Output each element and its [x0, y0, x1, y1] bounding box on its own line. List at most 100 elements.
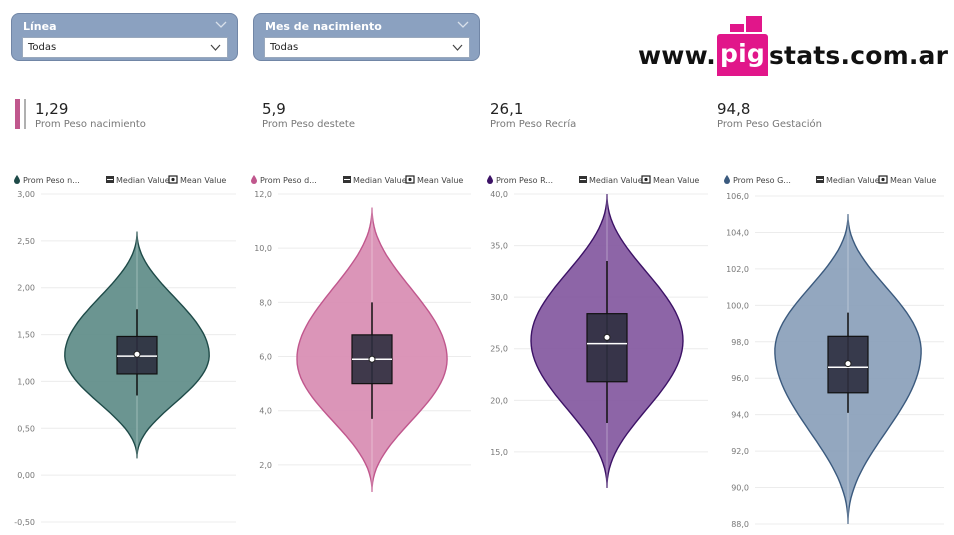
- chevron-down-icon[interactable]: [457, 20, 469, 30]
- legend-drop-icon: [724, 175, 730, 184]
- y-tick-label: 104,0: [726, 228, 749, 237]
- chevron-down-icon[interactable]: [452, 43, 463, 52]
- logo-prefix: www.: [638, 41, 716, 70]
- chart-legend: Prom Peso n... Median Value Mean Value: [14, 175, 226, 185]
- kpi-label: Prom Peso Gestación: [717, 119, 823, 130]
- mean-marker: [844, 360, 852, 368]
- chevron-down-icon[interactable]: [210, 43, 221, 52]
- legend-drop-icon: [487, 175, 493, 184]
- y-tick-label: 94,0: [731, 411, 749, 420]
- y-tick-label: 1,50: [17, 331, 35, 340]
- kpi-card-nacimiento: 1,29 Prom Peso nacimiento: [35, 100, 146, 130]
- chart-legend: Prom Peso d... Median Value Mean Value: [251, 175, 463, 185]
- y-tick-label: 98,0: [731, 338, 749, 347]
- legend-mean-icon-dot: [408, 177, 412, 182]
- panel-title-destete: Peso Destete: [313, 150, 410, 165]
- kpi-value: 5,9: [262, 100, 286, 118]
- y-tick-label: 4,0: [259, 407, 272, 416]
- slicer-title: Línea: [23, 20, 57, 33]
- panel-title-recria: Peso salida Recría: [531, 150, 665, 165]
- legend-series-label: Prom Peso n...: [23, 176, 80, 185]
- legend-mean-label: Mean Value: [653, 176, 699, 185]
- y-tick-label: 90,0: [731, 484, 749, 493]
- y-tick-label: 1,00: [17, 377, 35, 386]
- y-tick-label: 100,0: [726, 301, 749, 310]
- kpi-accent-bar: [15, 99, 20, 129]
- dropdown-value: Todas: [270, 42, 299, 53]
- kpi-label: Prom Peso nacimiento: [35, 119, 146, 130]
- legend-mean-label: Mean Value: [417, 176, 463, 185]
- iqr-box: [586, 313, 628, 383]
- legend-median-label: Median Value: [353, 176, 407, 185]
- logo-pig-ears-icon: [730, 16, 762, 32]
- violin-chart-recria: Prom Peso R... Median Value Mean Value 40,0…: [487, 175, 708, 489]
- legend-series-label: Prom Peso G...: [733, 176, 791, 185]
- y-tick-label: 20,0: [490, 396, 508, 405]
- mean-marker: [603, 333, 611, 341]
- y-tick-label: 35,0: [490, 242, 508, 251]
- y-tick-label: 6,0: [259, 353, 272, 362]
- panel-title-nacimiento: Peso Nacimiento: [64, 150, 187, 165]
- kpi-value: 1,29: [35, 100, 69, 118]
- linea-slicer[interactable]: Línea Todas: [11, 13, 238, 61]
- chevron-down-icon[interactable]: [215, 20, 227, 30]
- legend-median-label: Median Value: [826, 176, 880, 185]
- kpi-card-destete: 5,9 Prom Peso destete: [262, 100, 355, 130]
- y-tick-label: 88,0: [731, 520, 749, 529]
- mes-nacimiento-slicer[interactable]: Mes de nacimiento Todas: [253, 13, 480, 61]
- violin-chart-nacimiento: Prom Peso n... Median Value Mean Value 3,00…: [14, 175, 236, 527]
- kpi-card-recria: 26,1 Prom Peso Recría: [490, 100, 576, 130]
- kpi-divider: [24, 99, 26, 129]
- y-tick-label: 0,50: [17, 424, 35, 433]
- kpi-label: Prom Peso Recría: [490, 119, 577, 130]
- kpi-value: 94,8: [717, 100, 751, 118]
- logo-highlight: pig: [717, 34, 768, 76]
- linea-dropdown[interactable]: Todas: [22, 37, 228, 58]
- y-tick-label: 92,0: [731, 447, 749, 456]
- mes-dropdown[interactable]: Todas: [264, 37, 470, 58]
- y-tick-label: 102,0: [726, 265, 749, 274]
- violin-chart-destete: Prom Peso d... Median Value Mean Value 12,0…: [251, 175, 471, 493]
- y-tick-label: 0,00: [17, 471, 35, 480]
- legend-series-label: Prom Peso R...: [496, 176, 553, 185]
- legend-mean-label: Mean Value: [890, 176, 936, 185]
- kpi-label: Prom Peso destete: [262, 119, 355, 130]
- y-tick-label: 25,0: [490, 345, 508, 354]
- iqr-box: [827, 335, 869, 394]
- y-tick-label: 2,00: [17, 284, 35, 293]
- chart-legend: Prom Peso R... Median Value Mean Value: [487, 175, 699, 185]
- y-tick-label: 30,0: [490, 293, 508, 302]
- y-tick-label: 3,00: [17, 190, 35, 199]
- y-tick-label: 15,0: [490, 448, 508, 457]
- y-tick-label: 8,0: [259, 298, 272, 307]
- legend-mean-icon-dot: [644, 177, 648, 182]
- legend-series-label: Prom Peso d...: [260, 176, 317, 185]
- y-tick-label: 96,0: [731, 374, 749, 383]
- dropdown-value: Todas: [28, 42, 57, 53]
- mean-marker: [368, 355, 376, 363]
- logo-suffix: stats.com.ar: [768, 41, 949, 70]
- mean-marker: [133, 350, 141, 358]
- legend-median-label: Median Value: [589, 176, 643, 185]
- legend-median-label: Median Value: [116, 176, 170, 185]
- kpi-value: 26,1: [490, 100, 524, 118]
- y-tick-label: 40,0: [490, 190, 508, 199]
- logo-text: www. pig stats.com.ar: [638, 34, 949, 78]
- y-tick-label: 2,50: [17, 237, 35, 246]
- kpi-card-gestacion: 94,8 Prom Peso Gestación: [717, 100, 822, 130]
- chart-legend: Prom Peso G... Median Value Mean Value: [724, 175, 936, 185]
- legend-drop-icon: [251, 175, 257, 184]
- y-tick-label: 10,0: [254, 244, 272, 253]
- y-tick-label: -0,50: [14, 518, 35, 527]
- y-tick-label: 12,0: [254, 190, 272, 199]
- legend-mean-icon-dot: [171, 177, 175, 182]
- slicer-title: Mes de nacimiento: [265, 20, 382, 33]
- y-tick-label: 2,0: [259, 461, 272, 470]
- legend-mean-icon-dot: [881, 177, 885, 182]
- violin-chart-gestacion: Prom Peso G... Median Value Mean Value 106,…: [724, 175, 944, 529]
- y-tick-label: 106,0: [726, 192, 749, 201]
- panel-title-gestacion: Peso ingreso a Gestación: [742, 151, 927, 166]
- pigstats-logo: www. pig stats.com.ar: [638, 14, 948, 76]
- legend-drop-icon: [14, 175, 20, 184]
- legend-mean-label: Mean Value: [180, 176, 226, 185]
